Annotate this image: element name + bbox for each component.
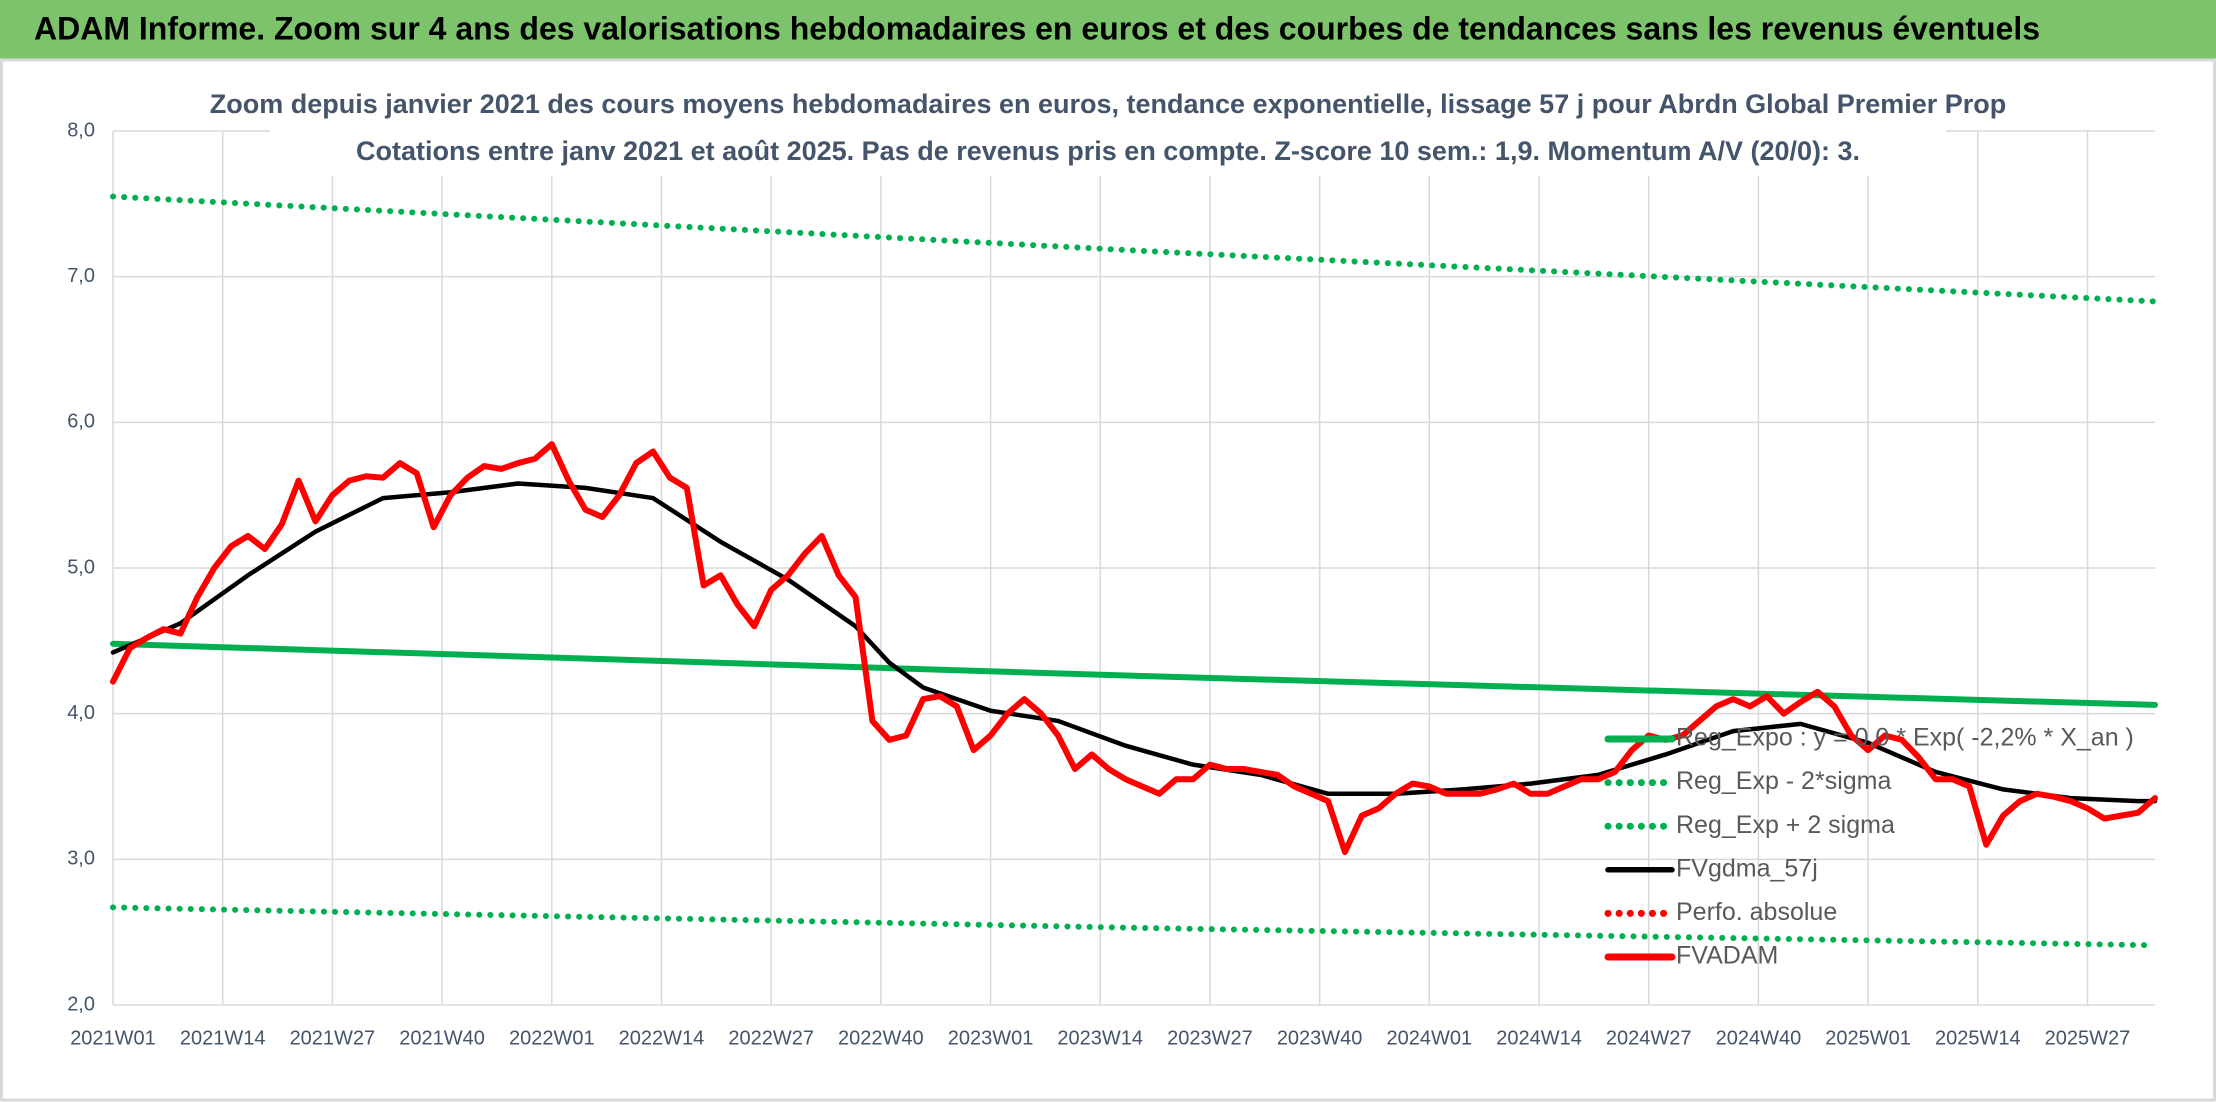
x-tick-label: 2022W40 — [838, 1027, 924, 1049]
x-tick-label: 2022W14 — [619, 1027, 705, 1049]
x-tick-label: 2021W27 — [290, 1027, 376, 1049]
x-tick-label: 2021W01 — [70, 1027, 156, 1049]
series-line — [110, 441, 2158, 856]
series-line — [110, 904, 2158, 949]
plot-area: 2,0 3,0 4,0 5,0 6,0 7,0 8,0 2021W01 2021W14 2021W… — [67, 119, 2158, 1049]
chart-border — [0, 58, 2216, 1102]
series-line — [110, 481, 2158, 804]
x-tick-label: 2024W14 — [1496, 1027, 1582, 1049]
legend-label: Perfo. absolue — [1676, 898, 1837, 926]
y-tick-label: 7,0 — [67, 265, 95, 287]
legend: Reg_Expo : y = 0,0 * Exp( -2,2% * X_an )… — [1604, 724, 2134, 970]
series-line — [110, 193, 2158, 305]
x-tick-label: 2023W14 — [1057, 1027, 1143, 1049]
legend-label: FVADAM — [1676, 942, 1778, 970]
legend-label: FVgdma_57j — [1676, 854, 1818, 882]
x-tick-label: 2022W27 — [728, 1027, 814, 1049]
y-tick-label: 5,0 — [67, 556, 95, 578]
x-tick-label: 2023W27 — [1167, 1027, 1253, 1049]
title-backdrop — [270, 84, 1946, 176]
x-tick-label: 2023W01 — [948, 1027, 1034, 1049]
legend-label: Reg_Expo : y = 0,0 * Exp( -2,2% * X_an ) — [1676, 724, 2134, 752]
header-bar — [0, 0, 2216, 60]
x-tick-label: 2021W40 — [399, 1027, 485, 1049]
legend-label: Reg_Exp - 2*sigma — [1676, 767, 1891, 795]
x-tick-label: 2024W40 — [1716, 1027, 1802, 1049]
y-tick-label: 4,0 — [67, 702, 95, 724]
y-tick-label: 2,0 — [67, 993, 95, 1015]
x-tick-label: 2025W14 — [1935, 1027, 2021, 1049]
y-tick-label: 8,0 — [67, 119, 95, 141]
x-tick-label: 2025W01 — [1825, 1027, 1911, 1049]
x-tick-label: 2023W40 — [1277, 1027, 1363, 1049]
legend-label: Reg_Exp + 2 sigma — [1676, 811, 1895, 839]
chart-title: Zoom depuis janvier 2021 des cours moyen… — [210, 89, 2007, 119]
header-title: ADAM Informe. Zoom sur 4 ans des valoris… — [34, 10, 2040, 46]
x-tick-label: 2022W01 — [509, 1027, 595, 1049]
x-tick-label: 2024W01 — [1387, 1027, 1473, 1049]
x-tick-label: 2024W27 — [1606, 1027, 1692, 1049]
y-tick-label: 3,0 — [67, 848, 95, 870]
x-tick-label: 2025W27 — [2045, 1027, 2131, 1049]
y-tick-label: 6,0 — [67, 411, 95, 433]
x-tick-label: 2021W14 — [180, 1027, 266, 1049]
chart-subtitle: Cotations entre janv 2021 et août 2025. … — [356, 136, 1860, 166]
